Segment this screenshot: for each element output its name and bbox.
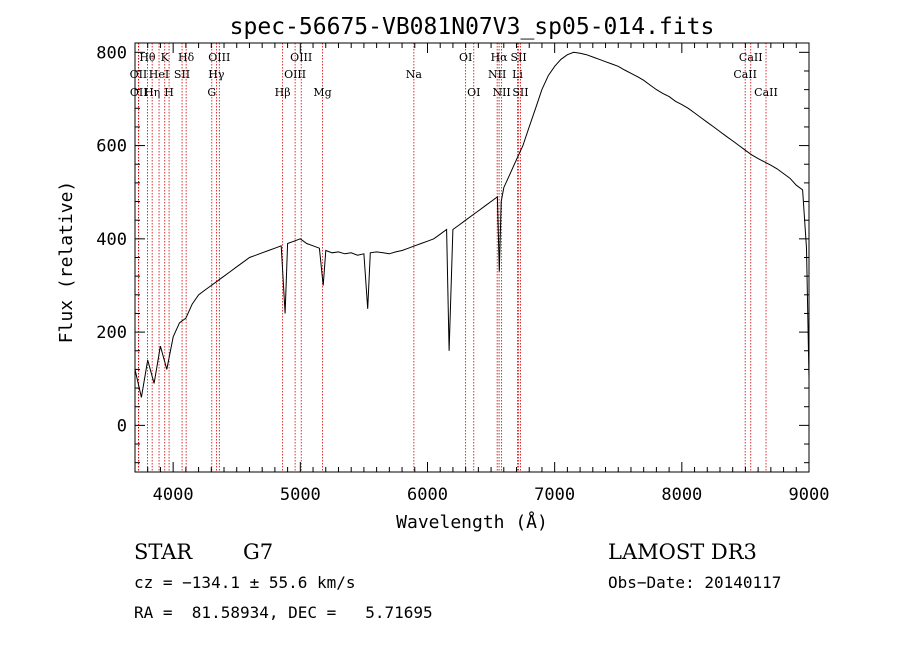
y-tick-label-0: 0 [117, 416, 127, 436]
line-label-H: H [164, 86, 174, 99]
line-label-Li: Li [512, 68, 523, 81]
x-axis-ticks: 4000 5000 6000 7000 8000 9000 [134, 43, 830, 505]
x-tick-label-4000: 4000 [153, 485, 194, 505]
line-label-NII: NII [488, 68, 506, 81]
line-label-OIII: OIII [284, 68, 306, 81]
x-tick-label-7000: 7000 [534, 485, 575, 505]
line-label-HeI: HeI [149, 68, 169, 81]
line-label-CaII: CaII [733, 68, 757, 81]
x-tick-label-8000: 8000 [661, 485, 702, 505]
object-class: STAR [134, 540, 193, 564]
line-label-K: K [161, 51, 170, 64]
x-tick-label-6000: 6000 [407, 485, 448, 505]
line-label-Hβ: Hβ [275, 86, 291, 99]
chart-title: spec-56675-VB081N07V3_sp05-014.fits [230, 14, 715, 40]
y-axis-label: Flux (relative) [56, 181, 77, 344]
line-label-Hθ: Hθ [139, 51, 156, 64]
x-tick-label-5000: 5000 [280, 485, 321, 505]
line-label-SII: SII [511, 51, 527, 64]
y-axis-ticks: 0 200 400 600 800 [96, 43, 809, 464]
y-tick-label-800: 800 [96, 43, 127, 63]
plot-area-frame [134, 42, 810, 473]
observation-date: Obs−Date: 20140117 [608, 573, 782, 592]
line-label-Hη: Hη [144, 86, 160, 99]
line-label-SII: SII [174, 68, 190, 81]
line-label-Na: Na [406, 68, 423, 81]
series-line-flux [134, 51, 810, 398]
line-label-OIII: OIII [208, 51, 230, 64]
line-label-Hγ: Hγ [208, 68, 225, 81]
line-label-OI: OI [459, 51, 472, 64]
line-label-OI: OI [467, 86, 480, 99]
line-label-OII: OII [130, 86, 148, 99]
line-label-Hα: Hα [491, 51, 509, 64]
spectral-line-labels: Hθ OII OII K HeI Hη H Hδ SII OIII Hγ G Hβ OIII OIII Mg N… [130, 51, 778, 99]
x-axis-label: Wavelength (Å) [396, 511, 548, 533]
object-subclass: G7 [243, 540, 274, 564]
line-label-Hδ: Hδ [178, 51, 195, 64]
x-tick-label-9000: 9000 [789, 485, 830, 505]
line-label-OIII: OIII [290, 51, 312, 64]
series-layer [134, 51, 810, 398]
survey-name: LAMOST DR3 [608, 540, 757, 564]
line-label-Mg: Mg [313, 86, 331, 99]
spectral-line-markers [138, 43, 767, 472]
line-label-SII: SII [512, 86, 528, 99]
y-tick-label-600: 600 [96, 137, 127, 157]
line-label-OII: OII [130, 68, 148, 81]
coordinates: RA = 81.58934, DEC = 5.71695 [134, 603, 433, 622]
y-tick-label-200: 200 [96, 323, 127, 343]
line-label-NII: NII [492, 86, 510, 99]
redshift-velocity: cz = −134.1 ± 55.6 km/s [134, 573, 356, 592]
line-label-G: G [207, 86, 216, 99]
line-label-CaII: CaII [739, 51, 763, 64]
y-tick-label-400: 400 [96, 230, 127, 250]
line-label-CaII: CaII [754, 86, 778, 99]
